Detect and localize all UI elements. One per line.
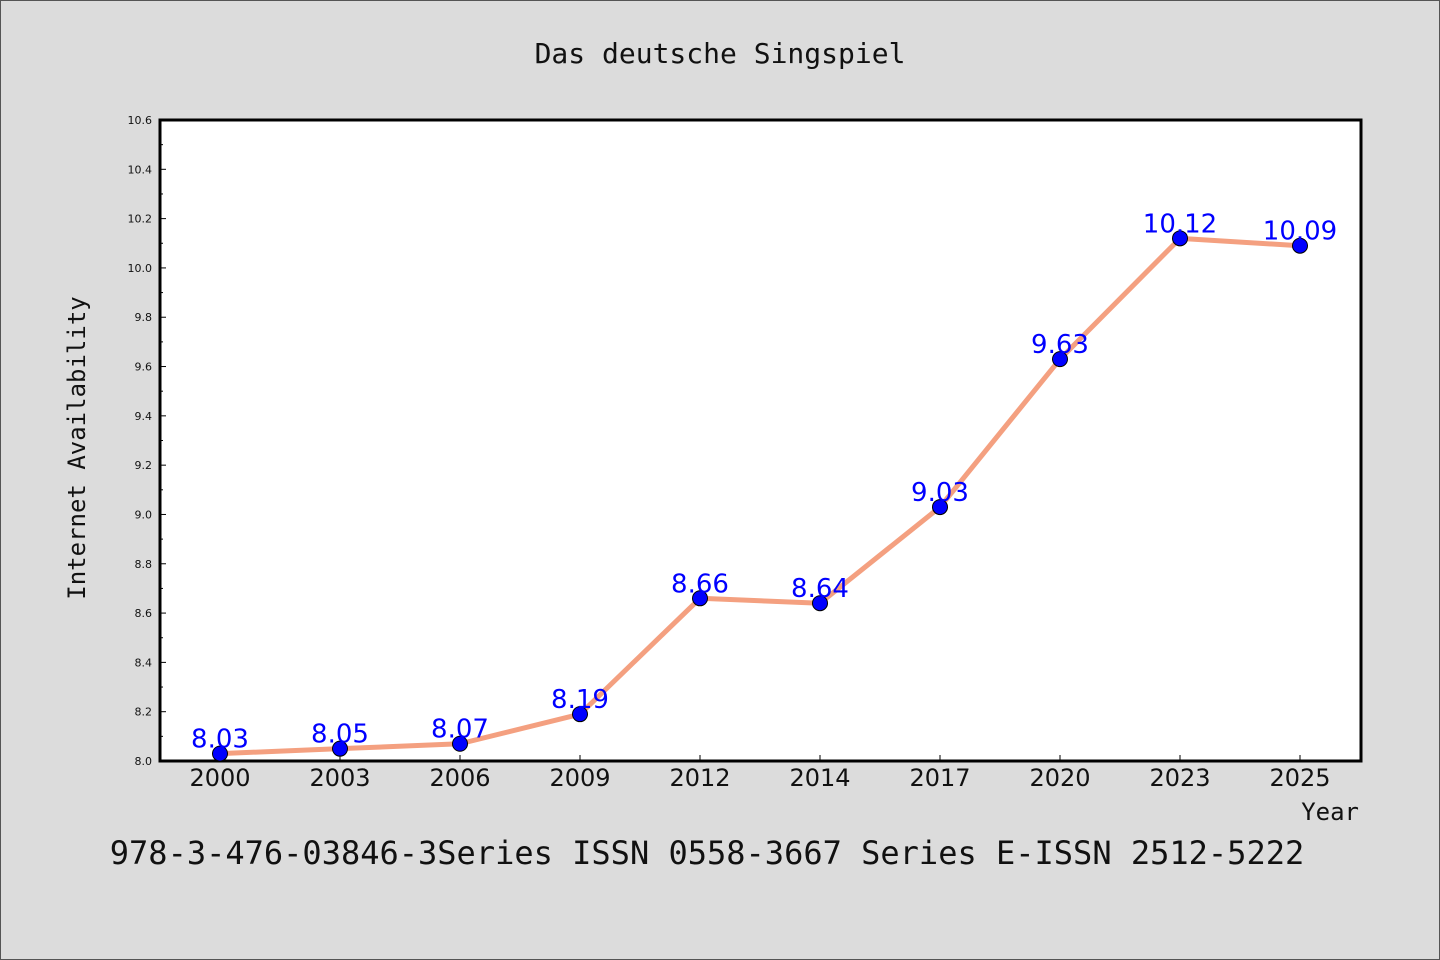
data-point xyxy=(1172,230,1188,247)
x-tick-label: 2025 xyxy=(1269,764,1330,792)
data-label: 8.05 xyxy=(311,720,369,750)
data-point xyxy=(812,595,828,612)
y-tick-label: 10.2 xyxy=(128,213,153,226)
y-tick-label: 10.4 xyxy=(128,163,153,176)
y-tick-label: 8.2 xyxy=(135,706,153,719)
data-label: 10.09 xyxy=(1263,217,1337,247)
data-point xyxy=(1292,237,1308,254)
y-tick-label: 8.6 xyxy=(135,607,153,620)
y-tick-label: 10.6 xyxy=(128,114,153,127)
data-point xyxy=(932,499,948,516)
x-tick-label: 2003 xyxy=(309,764,370,792)
x-tick-label: 2012 xyxy=(669,764,730,792)
y-tick-label: 9.4 xyxy=(135,410,153,423)
y-tick-label: 9.0 xyxy=(135,508,153,521)
x-axis-label: Year xyxy=(1301,798,1359,826)
y-tick-label: 8.4 xyxy=(135,656,153,669)
data-label: 9.03 xyxy=(911,478,969,508)
data-point xyxy=(452,735,468,752)
data-label: 8.19 xyxy=(551,685,609,715)
data-point xyxy=(212,745,228,762)
y-tick-label: 10.0 xyxy=(128,262,153,275)
data-label: 8.03 xyxy=(191,725,249,755)
x-tick-label: 2009 xyxy=(549,764,610,792)
y-tick-label: 8.8 xyxy=(135,558,153,571)
data-label: 8.66 xyxy=(671,569,729,599)
x-tick-label: 2017 xyxy=(909,764,970,792)
data-point xyxy=(692,590,708,607)
y-axis: 8.0 8.2 8.4 8.6 8.8 9.0 9.2 9.4 9.6 9.8 10.0 10.2 10… xyxy=(128,114,166,768)
data-point xyxy=(1052,351,1068,368)
plot-area xyxy=(158,118,1363,763)
data-label: 8.07 xyxy=(431,715,489,745)
data-label: 9.63 xyxy=(1031,330,1089,360)
data-label: 10.12 xyxy=(1143,209,1217,239)
data-label: 8.64 xyxy=(791,574,849,604)
data-point xyxy=(332,740,348,757)
x-tick-label: 2006 xyxy=(429,764,490,792)
x-tick-label: 2014 xyxy=(789,764,850,792)
series-group xyxy=(212,230,1308,762)
chart-title: Das deutsche Singspiel xyxy=(535,37,906,70)
footer-text: 978-3-476-03846-3Series ISSN 0558-3667 S… xyxy=(110,834,1304,872)
x-tick-label: 2023 xyxy=(1149,764,1210,792)
x-tick-label: 2020 xyxy=(1029,764,1090,792)
series-line xyxy=(219,235,1301,757)
data-labels: 8.03 8.05 8.07 8.19 8.66 8.64 9.03 9.63 10.12 10.… xyxy=(191,209,1337,754)
y-tick-label: 8.0 xyxy=(135,755,153,768)
y-tick-label: 9.8 xyxy=(135,311,153,324)
data-point xyxy=(572,706,588,723)
y-tick-label: 9.6 xyxy=(135,361,153,374)
y-axis-label: Internet Availability xyxy=(63,296,91,599)
x-axis: 2000 2003 2006 2009 2012 2014 2017 2020 2023 2025 xyxy=(189,755,1331,792)
x-tick-label: 2000 xyxy=(189,764,250,792)
y-tick-label: 9.2 xyxy=(135,459,153,472)
